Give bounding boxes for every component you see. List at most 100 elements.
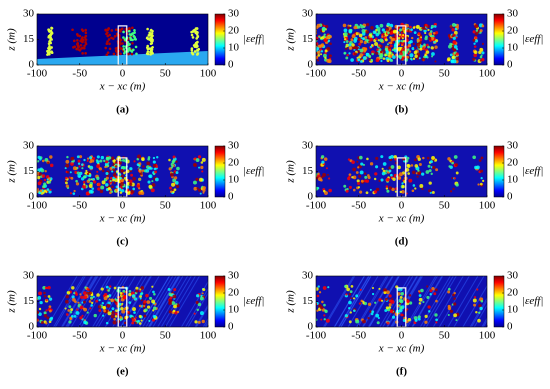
texture (47, 295, 51, 298)
texture (194, 320, 198, 324)
texture (140, 319, 143, 322)
texture (449, 53, 453, 57)
texture (345, 40, 349, 43)
texture (328, 34, 332, 39)
texture (98, 167, 103, 171)
texture (357, 58, 360, 61)
texture (39, 301, 43, 305)
texture (390, 59, 394, 62)
texture (340, 276, 372, 327)
y-tick-label: 30 (302, 8, 314, 20)
texture (38, 307, 42, 311)
texture (362, 319, 366, 324)
texture (65, 181, 68, 185)
texture (390, 173, 393, 177)
texture (368, 54, 372, 58)
texture (363, 49, 367, 53)
texture (75, 311, 80, 315)
texture (388, 26, 392, 31)
texture (389, 54, 393, 58)
texture (351, 176, 354, 179)
texture (348, 306, 351, 310)
texture (384, 297, 388, 301)
texture (455, 56, 460, 61)
texture (414, 164, 419, 168)
heatmap-panel: -100 -50 0 50 100 0 15 30 x − xc (m) z (m) (f) 0 10 2… (285, 270, 544, 378)
texture (109, 285, 112, 288)
texture (427, 45, 430, 49)
texture (399, 41, 402, 44)
texture (453, 44, 458, 49)
texture (119, 30, 122, 33)
colorbar-tick-label: 0 (507, 59, 513, 71)
texture (88, 156, 93, 160)
texture (378, 298, 382, 302)
texture (453, 313, 458, 318)
texture (50, 50, 53, 53)
texture (345, 189, 349, 193)
texture (453, 155, 458, 159)
texture (398, 308, 403, 313)
texture (385, 50, 389, 54)
texture (431, 287, 435, 291)
texture (146, 36, 149, 39)
texture (129, 182, 133, 186)
texture (415, 24, 420, 29)
texture (398, 54, 403, 59)
texture (85, 169, 88, 173)
texture (397, 46, 402, 51)
caption: (f) (396, 366, 407, 378)
texture (88, 184, 93, 188)
texture (105, 160, 109, 164)
texture (171, 182, 176, 187)
texture (367, 276, 399, 327)
texture (347, 158, 351, 161)
x-tick-label: 50 (160, 200, 172, 212)
texture (329, 42, 332, 46)
y-axis-label: z (m) (285, 290, 297, 314)
texture (196, 294, 200, 298)
texture (141, 169, 145, 172)
texture (364, 175, 368, 179)
texture (86, 291, 90, 295)
texture (196, 187, 199, 190)
texture (433, 40, 436, 44)
texture (418, 290, 421, 293)
texture (434, 45, 438, 49)
texture (37, 181, 42, 186)
texture (132, 187, 136, 191)
texture (478, 159, 482, 162)
texture (474, 32, 479, 36)
texture (131, 38, 134, 42)
texture (375, 165, 379, 169)
texture (362, 56, 367, 60)
texture (64, 167, 67, 170)
texture (399, 37, 402, 40)
texture (108, 47, 112, 51)
texture (72, 46, 75, 49)
x-axis-label: x − xc (m) (378, 81, 425, 93)
x-axis-label: x − xc (m) (99, 213, 146, 225)
texture (447, 290, 451, 294)
texture (152, 156, 156, 160)
texture (147, 180, 151, 184)
texture (375, 37, 378, 41)
x-tick-label: -50 (351, 68, 366, 80)
texture (201, 170, 204, 173)
texture (79, 171, 83, 176)
texture (318, 35, 321, 38)
texture (417, 169, 420, 172)
texture (355, 319, 360, 324)
texture (344, 314, 348, 318)
texture (112, 320, 117, 325)
texture (149, 296, 153, 300)
texture (388, 169, 392, 173)
texture (426, 156, 430, 160)
texture (398, 172, 403, 177)
caption: (b) (395, 104, 409, 116)
texture (37, 155, 41, 160)
texture (73, 39, 76, 43)
texture (367, 35, 370, 38)
texture (123, 321, 127, 325)
